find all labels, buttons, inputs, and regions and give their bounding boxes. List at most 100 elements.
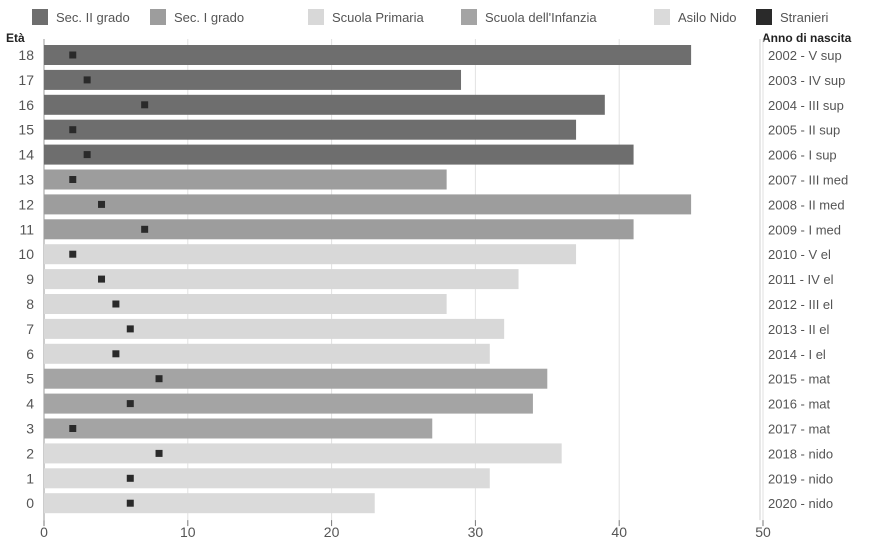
bar-age-13 [44,169,447,190]
x-tick-label: 50 [755,524,771,540]
legend-item-asilo-nido: Asilo Nido [654,9,737,25]
bars [44,45,692,514]
bar-age-17 [44,69,462,90]
birth-year-label: 2017 - mat [768,422,831,437]
bar-age-9 [44,269,519,290]
legend-label: Stranieri [780,10,829,25]
stranieri-marker-age-1 [126,474,134,482]
age-label: 16 [18,97,34,113]
birth-year-label: 2016 - mat [768,397,831,412]
stranieri-marker-age-7 [126,325,134,333]
age-label: 2 [26,445,34,461]
age-label: 18 [18,47,34,63]
legend-label: Sec. II grado [56,10,130,25]
bar-age-14 [44,144,634,165]
bar-age-8 [44,294,447,314]
stranieri-marker-age-3 [69,425,77,432]
legend-label: Scuola Primaria [332,10,425,25]
stranieri-marker-age-14 [83,151,91,159]
age-label: 5 [26,371,34,387]
legend-swatch [150,9,166,25]
bar-age-2 [44,443,562,464]
age-label: 10 [18,246,34,262]
legend-item-stranieri: Stranieri [756,9,829,25]
birth-year-label: 2020 - nido [768,496,833,511]
birth-year-label: 2008 - II med [768,197,845,212]
bar-age-3 [44,418,433,439]
stranieri-markers [69,51,163,507]
legend-label: Asilo Nido [678,10,737,25]
stranieri-marker-age-4 [126,400,134,408]
bar-age-0 [44,493,375,514]
birth-year-label: 2011 - IV el [768,272,834,287]
legend-swatch [654,9,670,25]
birth-year-label: 2014 - I el [768,347,826,362]
legend-swatch [461,9,477,25]
stranieri-marker-age-17 [83,76,91,84]
stranieri-marker-age-16 [141,101,149,109]
birth-year-label: 2013 - II el [768,322,830,337]
stranieri-marker-age-6 [112,350,120,358]
birth-year-label: 2006 - I sup [768,148,837,163]
birth-year-label: 2005 - II sup [768,123,840,138]
stranieri-marker-age-9 [98,275,106,283]
birth-year-label: 2015 - mat [768,372,831,387]
birth-year-label: 2019 - nido [768,471,833,486]
bar-age-10 [44,244,577,265]
y-axis-left-title: Età [6,31,25,45]
bar-age-16 [44,94,605,115]
stranieri-marker-age-15 [69,126,77,134]
age-label: 11 [19,221,34,237]
bar-age-15 [44,119,577,140]
age-label: 6 [26,346,34,362]
bar-age-6 [44,343,490,364]
legend-item-scuola-dell-infanzia: Scuola dell'Infanzia [461,9,597,25]
y-axis-right-title: Anno di nascita [762,31,852,45]
legend-label: Scuola dell'Infanzia [485,10,597,25]
bar-age-5 [44,368,548,389]
age-label: 8 [26,296,34,312]
age-label: 12 [18,196,34,212]
legend-swatch [756,9,772,25]
stranieri-marker-age-10 [69,250,77,258]
age-label: 3 [26,421,34,437]
bar-age-11 [44,219,634,240]
birth-year-label: 2002 - V sup [768,48,842,63]
legend-item-scuola-primaria: Scuola Primaria [308,9,425,25]
birth-year-label: 2012 - III el [768,297,833,312]
bar-age-7 [44,318,505,339]
age-label: 1 [26,470,34,486]
stranieri-marker-age-18 [69,51,77,59]
bar-age-18 [44,45,692,65]
bar-age-4 [44,393,533,414]
birth-year-label: 2004 - III sup [768,98,844,113]
birth-year-labels: 2002 - V sup 2003 - IV sup 2004 - III sup 2… [768,48,848,511]
bar-age-12 [44,194,692,215]
birth-year-label: 2007 - III med [768,173,848,188]
birth-year-label: 2009 - I med [768,222,841,237]
stranieri-marker-age-5 [155,375,163,383]
x-tick-label: 20 [324,524,340,540]
stranieri-marker-age-13 [69,176,77,183]
stranieri-marker-age-8 [112,300,120,308]
legend-swatch [308,9,324,25]
legend-item-sec-ii-grado: Sec. II grado [32,9,130,25]
age-label: 17 [18,72,34,88]
x-tick-label: 10 [180,524,196,540]
age-label: 14 [18,147,34,163]
stranieri-marker-age-12 [98,200,106,208]
age-label: 4 [26,396,34,412]
legend-label: Sec. I grado [174,10,244,25]
bar-age-1 [44,468,490,489]
legend-item-sec-i-grado: Sec. I grado [150,9,244,25]
legend-swatch [32,9,48,25]
age-label: 9 [26,271,34,287]
x-tick-label: 40 [611,524,627,540]
birth-year-label: 2010 - V el [768,247,831,262]
stranieri-marker-age-11 [141,225,149,233]
age-label: 0 [26,495,34,511]
stranieri-marker-age-2 [155,449,163,457]
